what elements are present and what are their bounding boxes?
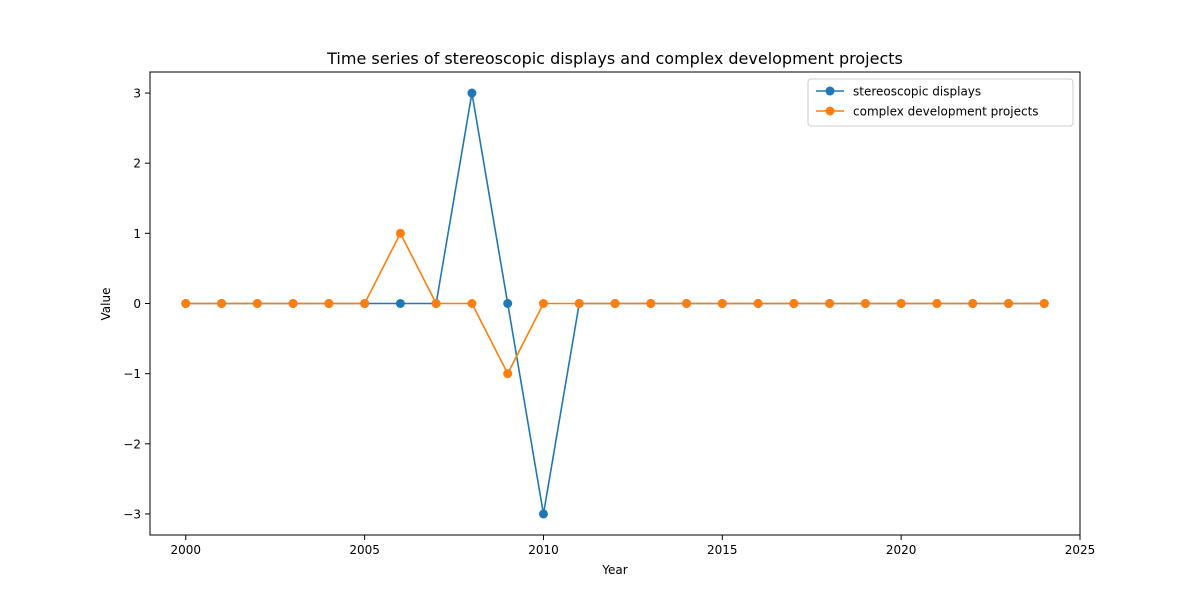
- data-point: [753, 299, 763, 308]
- legend-marker: [825, 86, 835, 96]
- data-point: [789, 299, 799, 308]
- data-point: [860, 299, 870, 308]
- data-point: [932, 299, 942, 308]
- legend-box: [807, 78, 1074, 127]
- data-point: [717, 299, 727, 308]
- legend-label: complex development projects: [853, 105, 1039, 119]
- y-axis: −3 −2 −1 0 1 2 3: [123, 87, 150, 521]
- data-point: [538, 509, 548, 519]
- data-point: [896, 299, 906, 308]
- data-point: [467, 299, 477, 308]
- data-point: [682, 299, 692, 308]
- legend-label: stereoscopic displays: [853, 85, 981, 99]
- x-tick-label: 2020: [886, 543, 917, 557]
- data-point: [217, 299, 227, 308]
- data-point: [825, 299, 835, 308]
- data-point: [610, 299, 620, 308]
- x-tick-label: 2000: [170, 543, 201, 557]
- data-point: [288, 299, 298, 308]
- data-point: [395, 228, 405, 238]
- x-tick-label: 2015: [707, 543, 738, 557]
- data-point: [538, 299, 548, 308]
- data-point: [1003, 299, 1013, 308]
- y-axis-label: Value: [99, 288, 113, 321]
- data-point: [360, 299, 370, 308]
- legend-marker: [825, 106, 835, 116]
- legend: stereoscopic displays complex development…: [807, 78, 1074, 127]
- data-point: [467, 88, 477, 98]
- series-layer: [181, 88, 1049, 519]
- y-tick-label: −1: [123, 367, 141, 381]
- y-tick-label: −3: [123, 507, 141, 521]
- y-tick-label: 2: [133, 157, 141, 171]
- data-point: [395, 299, 405, 308]
- data-point: [1039, 299, 1049, 308]
- data-point: [503, 299, 513, 308]
- x-tick-label: 2010: [528, 543, 559, 557]
- x-axis-label: Year: [601, 563, 627, 577]
- data-point: [646, 299, 656, 308]
- legend-item: complex development projects: [816, 105, 1039, 119]
- data-point: [574, 299, 584, 308]
- data-point: [968, 299, 978, 308]
- data-point: [181, 299, 191, 308]
- plot-frame: [149, 71, 1081, 536]
- data-point: [431, 299, 441, 308]
- data-point: [503, 369, 513, 379]
- chart-title: Time series of stereoscopic displays and…: [326, 49, 903, 68]
- data-point: [324, 299, 334, 308]
- x-axis: 2000 2005 2010 2015 2020 2025: [170, 535, 1095, 557]
- y-tick-label: −2: [123, 437, 141, 451]
- data-point: [252, 299, 262, 308]
- series-2: [181, 228, 1049, 379]
- y-tick-label: 1: [133, 227, 141, 241]
- x-tick-label: 2005: [349, 543, 380, 557]
- x-tick-label: 2025: [1065, 543, 1096, 557]
- y-tick-label: 3: [133, 87, 141, 101]
- y-tick-label: 0: [133, 297, 141, 311]
- legend-item: stereoscopic displays: [816, 85, 981, 99]
